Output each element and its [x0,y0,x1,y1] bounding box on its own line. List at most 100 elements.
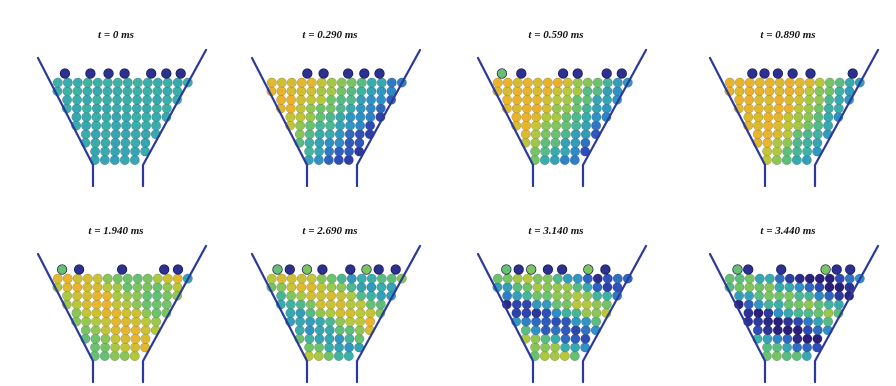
particle [541,103,552,114]
particle [539,351,550,361]
particle [531,120,542,131]
particle [754,282,765,293]
particle [562,282,573,293]
particle [591,308,602,318]
particle [286,282,297,293]
particle [326,282,337,293]
particle [562,77,573,88]
particle [142,290,153,301]
panel-title: t = 3.140 ms [528,225,583,237]
particle [276,282,287,293]
particle [152,86,163,97]
particle [743,308,754,318]
particle [763,103,774,114]
particle [783,112,794,122]
particle [355,103,366,114]
panel-title: t = 3.440 ms [760,225,815,237]
particle [502,282,513,293]
particle [561,299,572,310]
particle [813,103,824,114]
particle [592,94,603,105]
particle [793,120,804,131]
surface-particle [318,68,329,79]
particle [793,316,804,327]
surface-particle [732,264,743,275]
particle [540,146,551,157]
surface-particle [59,68,71,79]
particle [580,137,591,148]
particle [824,94,835,105]
particle [162,94,173,105]
particle [784,94,795,105]
particle [580,325,591,336]
particle [343,155,354,165]
surface-particle [161,68,172,79]
particle [266,77,277,88]
particle [304,137,315,148]
particle [92,290,103,301]
particle [122,94,133,105]
particle [100,342,111,353]
particle [502,273,513,284]
hopper-walls [250,244,422,384]
particle [151,103,162,114]
particle [132,77,143,88]
particle [512,77,523,88]
particle [102,77,113,88]
particle [582,86,593,97]
surface-particle [373,264,384,275]
surface-particle [374,68,385,79]
particle [531,112,542,122]
particle [122,77,133,88]
particle [314,129,325,140]
particle [581,316,592,327]
particle [296,77,307,88]
particle [492,273,503,284]
particle [793,308,804,318]
particle [71,299,82,310]
particle [784,273,795,284]
particle [152,77,163,88]
particle [591,316,602,327]
particle [824,282,835,293]
particle [375,299,386,310]
particle [582,94,593,105]
panel-1: t = 0 ms [36,29,208,188]
particle [314,325,325,336]
particle [101,103,112,114]
surface-particle [556,264,568,275]
particle [734,290,745,301]
particle [833,103,844,114]
particle [571,299,582,310]
particle [109,155,120,165]
particle [82,282,93,293]
panel-title: t = 0.890 ms [760,29,815,41]
particle [376,86,387,97]
particle [314,342,325,353]
particle [111,103,122,114]
particle [90,137,101,148]
particle [763,299,774,310]
particle [286,273,297,284]
particle [812,137,823,148]
surface-particle [103,68,114,79]
particle [773,103,784,114]
particle [744,77,755,88]
particle [91,308,102,318]
particle [276,77,287,88]
particle [803,120,814,131]
particle [763,120,774,131]
particle [305,299,316,310]
particle [530,146,541,157]
particle [121,120,132,131]
particle [540,333,551,344]
hopper-walls [708,48,880,188]
particle [550,137,561,148]
particle [142,94,153,105]
particle [744,273,755,284]
particle [102,94,113,105]
particle [326,86,337,97]
particle [792,333,803,344]
particle [152,282,163,293]
